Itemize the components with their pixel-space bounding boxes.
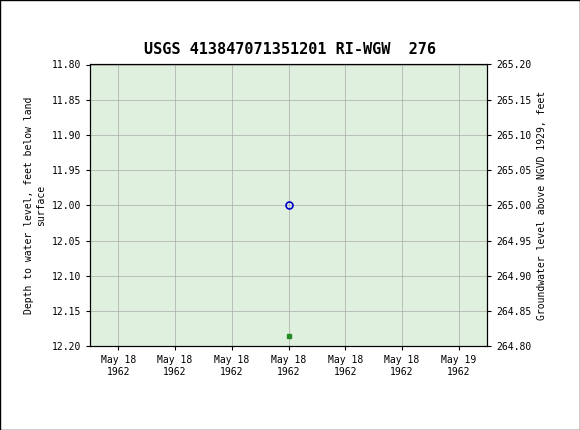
Text: USGS 413847071351201 RI-WGW  276: USGS 413847071351201 RI-WGW 276 [144, 42, 436, 57]
Legend: Period of approved data: Period of approved data [191, 429, 386, 430]
Text: USGS: USGS [55, 10, 115, 30]
Y-axis label: Groundwater level above NGVD 1929, feet: Groundwater level above NGVD 1929, feet [537, 91, 547, 320]
Y-axis label: Depth to water level, feet below land
surface: Depth to water level, feet below land su… [24, 97, 46, 314]
